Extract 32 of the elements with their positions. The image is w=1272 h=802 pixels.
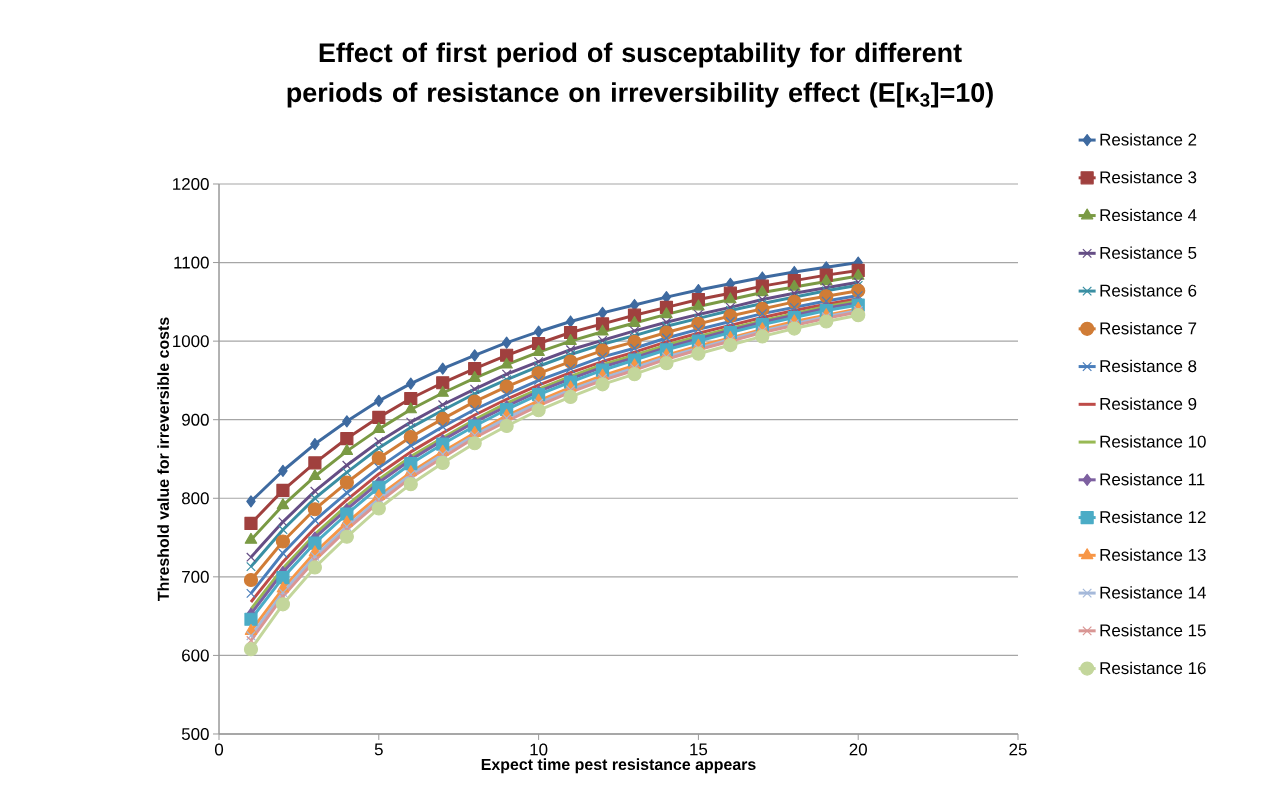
x-axis-title: Expect time pest resistance appears xyxy=(481,758,756,774)
y-tick-label: 800 xyxy=(181,492,209,505)
chart-title: Effect of first period of susceptability for different periods of resistance on irreversibility effect (E[κ$_{3}$]=10) xyxy=(287,42,993,108)
y-tick-label: 1200 xyxy=(173,177,209,190)
legend-label: Resistance 5 xyxy=(1100,246,1197,259)
legend-label: Resistance 7 xyxy=(1100,321,1197,335)
y-axis-title: Threshold value for irreversible costs xyxy=(157,317,169,601)
legend-label: Resistance 3 xyxy=(1100,170,1197,184)
legend-label: Resistance 4 xyxy=(1100,208,1197,222)
legend-label: Resistance 10 xyxy=(1100,435,1206,448)
x-tick-label: 5 xyxy=(374,743,383,756)
y-tick-label: 900 xyxy=(182,413,209,426)
legend-label: Resistance 15 xyxy=(1100,623,1206,637)
legend-label: Resistance 11 xyxy=(1100,472,1205,486)
legend-label: Resistance 12 xyxy=(1100,510,1206,524)
x-tick-label: 0 xyxy=(214,743,224,756)
x-tick-label: 10 xyxy=(530,743,548,756)
x-tick-label: 15 xyxy=(690,743,708,756)
legend-label: Resistance 16 xyxy=(1100,661,1206,675)
legend-label: Resistance 2 xyxy=(1100,133,1197,146)
legend-label: Resistance 6 xyxy=(1100,284,1197,297)
x-tick-label: 25 xyxy=(1009,743,1027,756)
legend-label: Resistance 14 xyxy=(1100,586,1206,599)
y-tick-label: 700 xyxy=(182,570,209,583)
legend-label: Resistance 8 xyxy=(1100,359,1197,373)
y-tick-label: 1000 xyxy=(173,335,209,348)
x-tick-label: 20 xyxy=(849,743,867,756)
y-tick-label: 600 xyxy=(182,649,209,662)
y-tick-label: 500 xyxy=(181,727,209,740)
y-tick-label: 1100 xyxy=(174,256,209,269)
legend-label: Resistance 13 xyxy=(1100,548,1206,561)
legend-label: Resistance 9 xyxy=(1100,397,1197,410)
